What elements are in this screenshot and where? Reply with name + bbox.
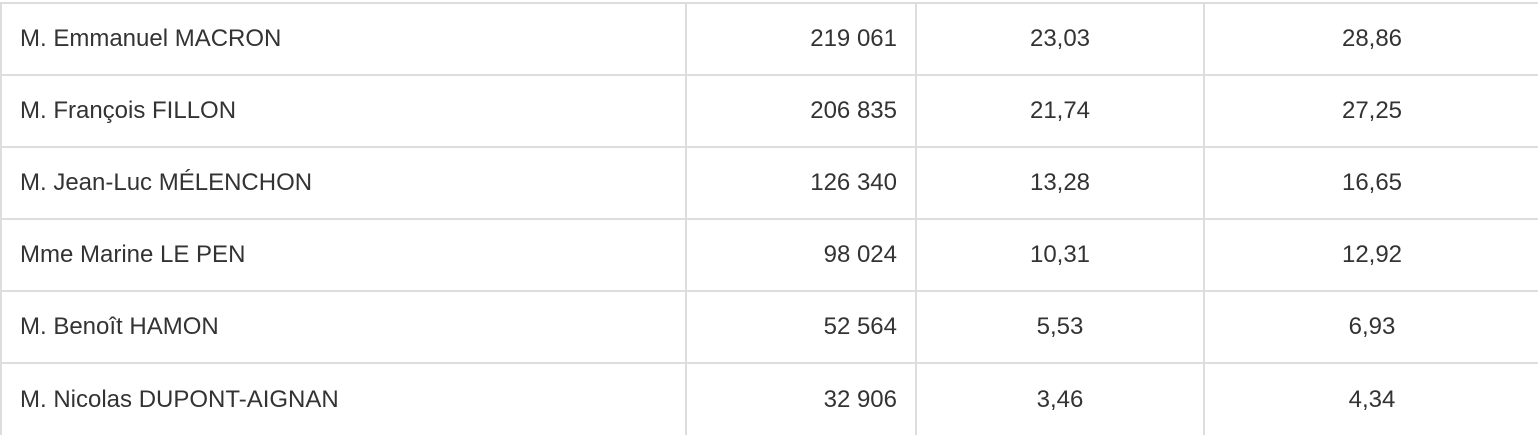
- percent-cast: 28,86: [1203, 2, 1538, 75]
- percent-cast: 4,34: [1203, 362, 1538, 435]
- percent-registered: 21,74: [915, 74, 1204, 147]
- table-row: Mme Marine LE PEN 98 024 10,31 12,92: [0, 218, 1538, 291]
- percent-registered: 3,46: [915, 362, 1204, 435]
- table-row: M. Jean-Luc MÉLENCHON 126 340 13,28 16,65: [0, 146, 1538, 219]
- table-row: M. Nicolas DUPONT-AIGNAN 32 906 3,46 4,34: [0, 362, 1538, 435]
- vote-count: 126 340: [685, 146, 916, 219]
- results-table: M. Emmanuel MACRON 219 061 23,03 28,86 M. Fr…: [0, 2, 1538, 435]
- candidate-name: M. Nicolas DUPONT-AIGNAN: [0, 362, 686, 435]
- table-row: M. François FILLON 206 835 21,74 27,25: [0, 74, 1538, 147]
- percent-registered: 10,31: [915, 218, 1204, 291]
- candidate-name: Mme Marine LE PEN: [0, 218, 686, 291]
- table-row: M. Benoît HAMON 52 564 5,53 6,93: [0, 290, 1538, 363]
- vote-count: 98 024: [685, 218, 916, 291]
- percent-cast: 6,93: [1203, 290, 1538, 363]
- vote-count: 52 564: [685, 290, 916, 363]
- percent-cast: 12,92: [1203, 218, 1538, 291]
- percent-registered: 5,53: [915, 290, 1204, 363]
- table-row: M. Emmanuel MACRON 219 061 23,03 28,86: [0, 2, 1538, 75]
- vote-count: 219 061: [685, 2, 916, 75]
- candidate-name: M. Emmanuel MACRON: [0, 2, 686, 75]
- candidate-name: M. Jean-Luc MÉLENCHON: [0, 146, 686, 219]
- vote-count: 32 906: [685, 362, 916, 435]
- vote-count: 206 835: [685, 74, 916, 147]
- candidate-name: M. François FILLON: [0, 74, 686, 147]
- percent-cast: 27,25: [1203, 74, 1538, 147]
- percent-registered: 23,03: [915, 2, 1204, 75]
- percent-cast: 16,65: [1203, 146, 1538, 219]
- percent-registered: 13,28: [915, 146, 1204, 219]
- candidate-name: M. Benoît HAMON: [0, 290, 686, 363]
